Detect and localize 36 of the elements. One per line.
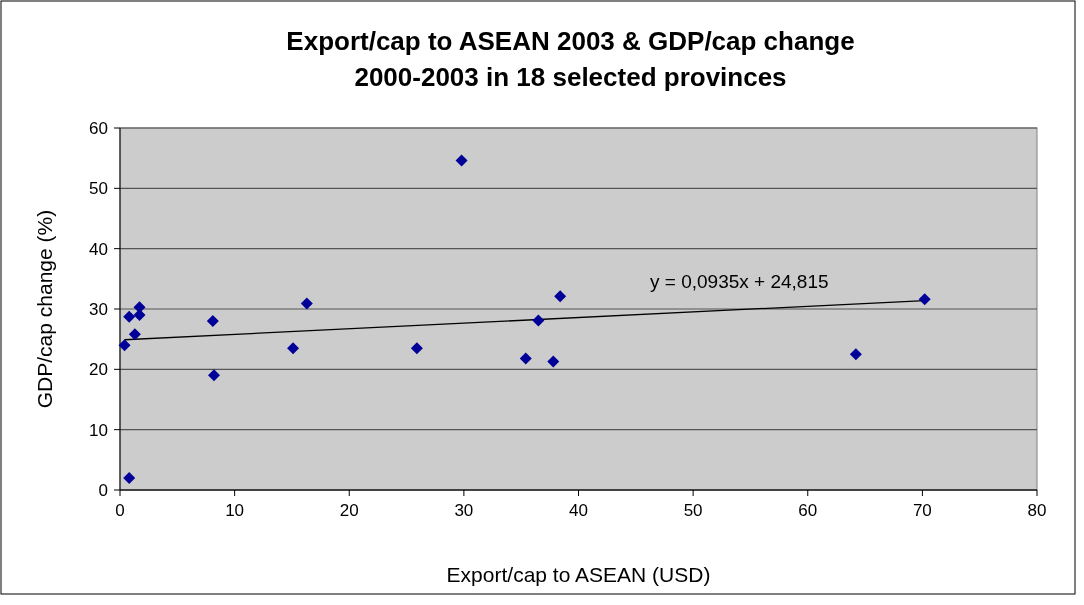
point (123, 471, 136, 484)
point (532, 314, 545, 327)
y-tick-label: 30 (89, 300, 108, 319)
y-tick-label: 20 (89, 360, 108, 380)
point (118, 339, 131, 352)
point (207, 369, 220, 382)
point (519, 352, 532, 365)
x-tick-label: 20 (339, 501, 359, 520)
y-tick-label: 10 (89, 420, 108, 440)
annotation: y = 0,0935x + 24,815 (650, 271, 829, 292)
point (287, 342, 300, 355)
point (849, 348, 862, 361)
chart-title: Export/cap to ASEAN 2003 & GDP/cap change 2000-2003 in 18 selected provinces (286, 26, 855, 92)
point (547, 355, 560, 368)
point (918, 293, 931, 306)
point (554, 290, 567, 303)
point (123, 310, 136, 323)
y-axis-title: GDP/cap change (%) (33, 209, 56, 409)
y-tick-label: 0 (98, 481, 108, 500)
point (455, 154, 468, 167)
x-tick-label: 0 (115, 501, 125, 520)
point (206, 315, 219, 328)
x-tick-label: 30 (454, 501, 474, 520)
x-tick-label: 40 (569, 501, 588, 520)
x-tick-label: 80 (1027, 501, 1047, 520)
x-tick-label: 70 (912, 501, 932, 520)
x-axis-title: Export/cap to ASEAN (USD) (446, 563, 711, 586)
y-tick-label: 50 (89, 179, 108, 199)
point (410, 342, 423, 355)
x-tick-label: 60 (798, 501, 818, 520)
x-tick-label: 50 (683, 501, 703, 520)
point (300, 297, 313, 310)
point (128, 328, 141, 341)
y-tick-label: 40 (89, 239, 108, 259)
y-tick-label: 60 (89, 119, 108, 138)
x-tick-label: 10 (225, 501, 245, 520)
